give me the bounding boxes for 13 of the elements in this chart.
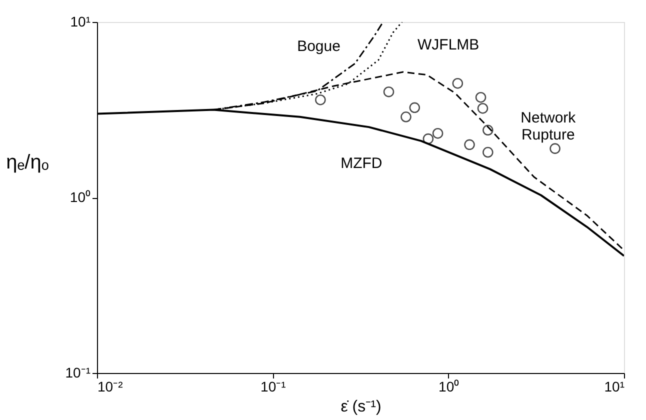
y-tick-label: 10⁰ <box>70 189 90 205</box>
x-tick-label: 10⁰ <box>438 378 460 394</box>
series-label: MZFD <box>340 155 382 172</box>
x-tick-label: 10¹ <box>604 378 625 394</box>
series-label: Bogue <box>297 38 340 55</box>
y-axis-title: ηₑ/ηₒ <box>6 152 49 174</box>
y-tick-label: 10⁻¹ <box>65 364 91 380</box>
y-tick-label: 10¹ <box>70 14 91 30</box>
series-label: Network Rupture <box>520 110 576 144</box>
x-axis-title: ε̇ (s⁻¹) <box>340 398 382 416</box>
x-tick-label: 10⁻¹ <box>260 378 286 394</box>
x-tick-label: 10⁻² <box>98 378 124 394</box>
series-label: WJFLMB <box>417 36 480 54</box>
